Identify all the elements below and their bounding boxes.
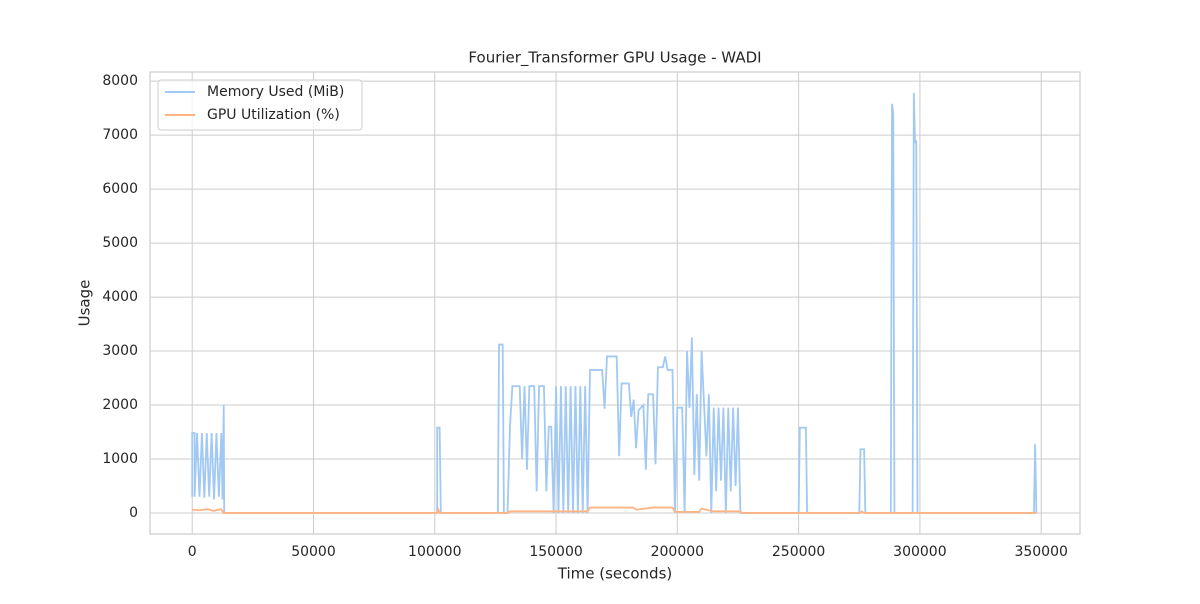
- x-tick-label: 150000: [529, 544, 582, 560]
- legend-label: GPU Utilization (%): [207, 107, 340, 123]
- x-tick-label: 0: [188, 544, 197, 560]
- data-line: [192, 506, 1037, 514]
- x-axis-label: Time (seconds): [557, 565, 673, 583]
- x-tick-label: 100000: [408, 544, 461, 560]
- y-tick-label: 8000: [102, 73, 138, 89]
- plot-frame: [149, 71, 1081, 535]
- y-tick-label: 1000: [102, 451, 138, 467]
- chart-title: Fourier_Transformer GPU Usage - WADI: [468, 49, 761, 68]
- x-tick-label: 350000: [1014, 544, 1067, 560]
- y-tick-label: 7000: [102, 127, 138, 143]
- y-axis-label: Usage: [76, 280, 94, 327]
- legend-box: [157, 79, 363, 131]
- x-tick-label: 200000: [651, 544, 704, 560]
- x-tick-label: 250000: [772, 544, 825, 560]
- x-tick-label: 50000: [291, 544, 336, 560]
- y-tick-label: 6000: [102, 181, 138, 197]
- data-line: [191, 93, 1038, 514]
- y-tick-label: 3000: [102, 343, 138, 359]
- y-tick-label: 4000: [102, 289, 138, 305]
- y-tick-label: 5000: [102, 235, 138, 251]
- legend-label: Memory Used (MiB): [207, 84, 344, 100]
- y-tick-label: 2000: [102, 397, 138, 413]
- x-tick-label: 300000: [893, 544, 946, 560]
- y-tick-label: 0: [129, 505, 138, 521]
